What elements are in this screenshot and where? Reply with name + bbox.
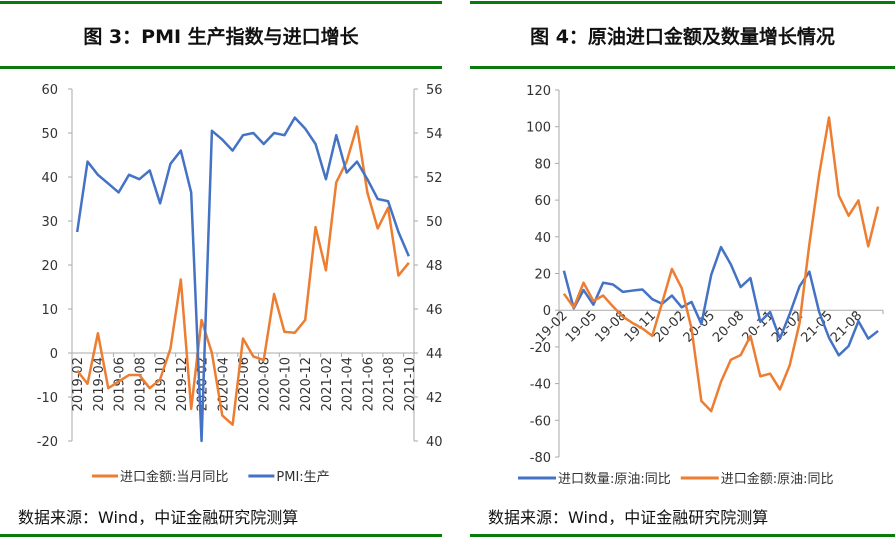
x-tick-label: 19-05: [563, 308, 600, 345]
bottom-divider: [0, 534, 442, 537]
y-tick-label: -60: [530, 414, 551, 429]
y-tick-label-left: 10: [41, 303, 58, 318]
y-tick-label-right: 54: [426, 127, 442, 142]
legend-label: 进口数量:原油:同比: [558, 472, 671, 487]
legend-label: 进口金额:原油:同比: [721, 471, 834, 487]
x-tick-label: 20-08: [710, 308, 747, 345]
x-tick-label: 20-05: [681, 308, 718, 345]
legend-label: 进口金额:当月同比: [120, 469, 228, 485]
bottom-divider: [470, 534, 895, 537]
y-tick-label-right: 44: [426, 347, 442, 362]
y-tick-label-left: 50: [41, 127, 58, 142]
y-tick-label-right: 56: [426, 83, 442, 98]
y-tick-label: -20: [530, 341, 551, 356]
x-tick-label: 20-02: [651, 308, 688, 345]
y-tick-label-left: 30: [41, 215, 58, 230]
x-tick-label: 2020-06: [237, 357, 252, 411]
x-tick-label: 2019-06: [113, 357, 128, 411]
x-tick-label: 2020-04: [216, 357, 231, 411]
y-tick-label-left: 0: [50, 347, 58, 362]
legend-label: PMI:生产: [276, 470, 329, 485]
x-tick-label: 2019-08: [133, 357, 148, 411]
y-tick-label-left: 20: [41, 259, 58, 274]
y-tick-label-left: -20: [37, 435, 58, 450]
y-tick-label-right: 40: [426, 435, 442, 450]
chart-title: 图 3：PMI 生产指数与进口增长: [83, 26, 359, 48]
x-tick-label: 2020-10: [278, 357, 293, 411]
y-tick-label-right: 46: [426, 303, 442, 318]
figure-3-panel: 图 3：PMI 生产指数与进口增长 -20 -10 0 10 20 30 40 50 60 40 4…: [0, 0, 442, 538]
chart-title: 图 4：原油进口金额及数量增长情况: [530, 26, 835, 48]
x-tick-label: 2019-10: [154, 357, 169, 411]
x-tick-label: 2019-12: [175, 357, 190, 411]
series-line: [76, 125, 410, 426]
x-tick-label: 2021-06: [361, 357, 376, 411]
y-tick-label: 80: [534, 157, 551, 172]
x-tick-label: 2019-04: [92, 357, 107, 411]
x-tick-label: 2021-10: [403, 357, 418, 411]
y-tick-label-right: 42: [426, 391, 442, 406]
y-tick-label: 0: [543, 304, 551, 319]
source-note: 数据来源：Wind，中证金融研究院测算: [488, 508, 769, 527]
y-tick-label-left: 40: [41, 171, 58, 186]
series-line: [562, 245, 879, 357]
y-tick-label-left: -10: [37, 391, 58, 406]
chart-4: -80 -60 -40 -20 0 20 40 60 80 100 120 19-0219-0519-…: [518, 84, 884, 487]
y-tick-label: 20: [534, 268, 551, 283]
y-tick-label: 100: [526, 121, 551, 136]
figure-4-panel: 图 4：原油进口金额及数量增长情况 -80 -60 -40 -20 0 20 40 60 80 1…: [470, 0, 895, 538]
x-tick-label: 2020-08: [258, 357, 273, 411]
y-tick-label: -40: [530, 378, 551, 393]
x-tick-label: 2021-08: [382, 357, 397, 411]
x-tick-label: 19-02: [533, 308, 570, 345]
y-tick-label: 40: [534, 231, 551, 246]
source-note: 数据来源：Wind，中证金融研究院测算: [18, 508, 299, 527]
chart-3: -20 -10 0 10 20 30 40 50 60 40 42 44 46 48 50 52 54 56 201…: [37, 83, 442, 485]
series-line: [75, 116, 410, 443]
y-tick-label-right: 52: [426, 171, 442, 186]
x-tick-label: 2021-02: [320, 357, 335, 411]
x-tick-label: 2019-02: [71, 357, 86, 411]
y-tick-label-right: 50: [426, 215, 442, 230]
x-tick-label: 2021-04: [341, 357, 356, 411]
top-divider: [470, 1, 895, 4]
title-divider: [0, 66, 442, 69]
x-tick-label: 19-08: [592, 308, 629, 345]
y-tick-label-right: 48: [426, 259, 442, 274]
y-tick-label: 60: [534, 194, 551, 209]
y-tick-label: 120: [526, 84, 551, 99]
title-divider: [470, 66, 895, 69]
series-line: [562, 116, 880, 413]
y-tick-label: -80: [530, 451, 551, 466]
y-tick-label-left: 60: [41, 83, 58, 98]
x-tick-label: 2020-12: [299, 357, 314, 411]
top-divider: [0, 1, 442, 4]
x-tick-label: 21-08: [828, 308, 865, 345]
